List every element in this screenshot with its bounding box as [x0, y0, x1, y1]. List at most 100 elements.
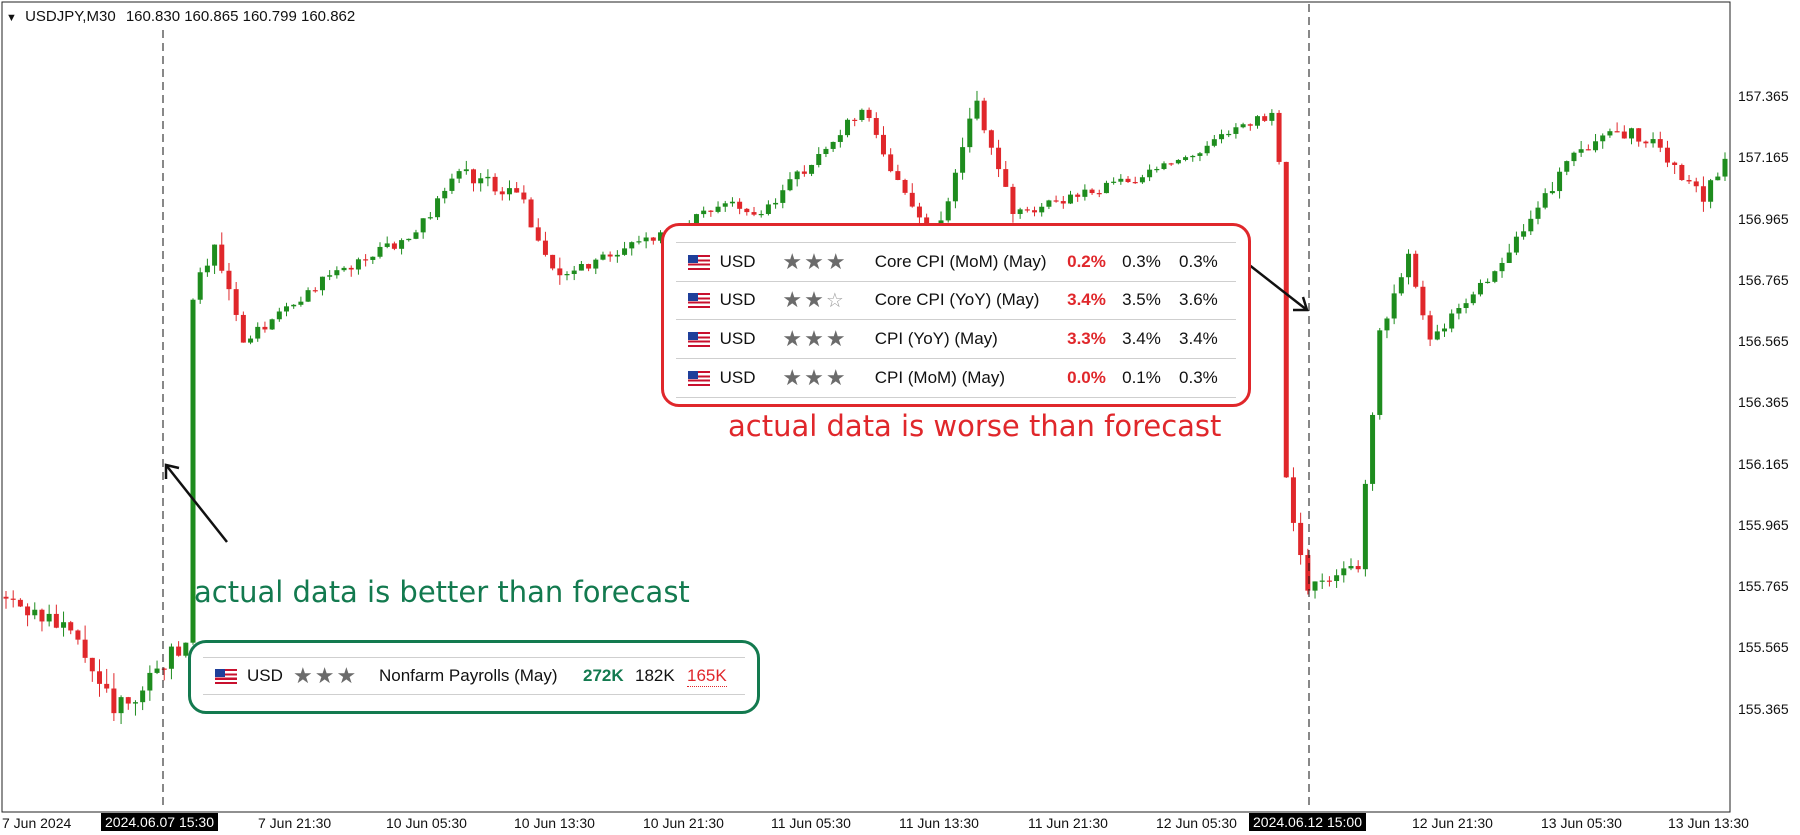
candle-body [1334, 575, 1340, 582]
candle-body [521, 192, 527, 200]
candle-body [219, 244, 225, 271]
candle-body [744, 208, 750, 213]
candle-body [168, 646, 174, 669]
candle-body [629, 242, 635, 249]
time-tick-label: 11 Jun 21:30 [1028, 815, 1108, 831]
event-forecast: 3.5% [1122, 290, 1161, 309]
candle-body [1226, 133, 1232, 136]
arrow-nfp [165, 464, 228, 543]
candle-body [1477, 282, 1483, 295]
candle-body [255, 326, 261, 339]
event-previous: 165K [687, 665, 727, 687]
candle-body [1578, 149, 1584, 153]
candle-body [787, 179, 793, 191]
candle-body [1168, 163, 1174, 165]
event-name: Nonfarm Payrolls (May) [379, 666, 558, 685]
importance-stars-icon: ★★☆ [782, 287, 846, 312]
candle-body [1118, 178, 1124, 182]
symbol-label: USDJPY,M30 [25, 8, 116, 25]
time-tick-label: 7 Jun 21:30 [258, 815, 332, 831]
candle-body [909, 192, 915, 207]
candle-body [1132, 182, 1138, 184]
candle-body [1564, 161, 1570, 172]
candle-body [564, 274, 570, 276]
candle-body [1204, 145, 1210, 154]
candle-body [132, 702, 138, 704]
time-tick-label: 7 Jun 2024 [2, 815, 72, 831]
event-actual: 3.3% [1067, 329, 1106, 348]
price-tick-label: 155.565 [1738, 639, 1789, 656]
event-forecast: 0.1% [1122, 368, 1161, 387]
candle-body [1528, 218, 1534, 232]
candle-body [550, 254, 556, 269]
candle-body [996, 147, 1002, 170]
candle-body [190, 299, 196, 643]
candle-body [1485, 281, 1491, 284]
candle-body [571, 270, 577, 275]
candle-body [1427, 315, 1433, 340]
cpi-events-panel: USD ★★★ Core CPI (MoM) (May) 0.2% 0.3% 0… [661, 223, 1251, 407]
candle-body [456, 171, 462, 179]
candle-body [542, 240, 548, 255]
candle-body [845, 119, 851, 136]
candle-body [334, 270, 340, 276]
candle-body [1398, 277, 1404, 294]
candle-body [1406, 253, 1412, 278]
price-tick-label: 156.165 [1738, 455, 1789, 472]
candle-body [32, 609, 38, 616]
candle-body [1600, 135, 1606, 142]
candle-body [751, 212, 757, 215]
candle-body [758, 213, 764, 216]
candle-body [1269, 112, 1275, 121]
event-name: Core CPI (MoM) (May) [874, 252, 1047, 271]
time-tick-label: 13 Jun 13:30 [1668, 815, 1749, 831]
candle-body [557, 268, 563, 276]
candle-body [183, 642, 189, 656]
candle-body [1111, 181, 1117, 183]
candle-body [3, 596, 9, 599]
candle-body [75, 630, 81, 640]
candle-body [916, 206, 922, 218]
time-tick-label: 11 Jun 13:30 [899, 815, 979, 831]
candle-body [1211, 139, 1217, 146]
candle-body [650, 237, 656, 241]
candle-body [859, 109, 865, 120]
time-tick-label: 12 Jun 21:30 [1412, 815, 1493, 831]
candle-body [1305, 555, 1311, 591]
time-tick-label: 10 Jun 13:30 [514, 815, 595, 831]
candle-body [1082, 189, 1088, 197]
candle-body [780, 190, 786, 203]
candle-body [514, 188, 520, 193]
us-flag-icon [688, 254, 710, 270]
candle-body [1693, 181, 1699, 187]
candle-body [291, 304, 297, 307]
candle-body [895, 171, 901, 180]
candle-body [1715, 176, 1721, 181]
candle-body [1262, 116, 1268, 121]
candle-body [1370, 414, 1376, 484]
candle-body [1067, 194, 1073, 204]
candle-body [600, 254, 606, 260]
candle-body [1384, 318, 1390, 331]
candle-body [204, 265, 210, 273]
candle-body [1003, 169, 1009, 187]
event-name: CPI (MoM) (May) [874, 368, 1006, 387]
candle-body [1571, 152, 1577, 162]
event-actual: 272K [583, 666, 624, 685]
candle-body [406, 238, 412, 241]
candle-body [284, 306, 290, 312]
time-tick-label: 11 Jun 05:30 [771, 815, 851, 831]
candle-body [1283, 161, 1289, 478]
candle-body [1017, 209, 1023, 214]
candle-body [1434, 331, 1440, 340]
event-currency: USD [719, 252, 756, 271]
price-tick-label: 155.765 [1738, 578, 1789, 595]
candle-body [1103, 182, 1109, 194]
price-tick-label: 156.965 [1738, 210, 1789, 227]
candle-body [1096, 193, 1102, 195]
candle-body [773, 202, 779, 205]
candle-body [363, 259, 369, 261]
collapse-triangle-icon[interactable]: ▼ [6, 12, 17, 24]
candle-body [111, 688, 117, 714]
candle-body [643, 237, 649, 242]
